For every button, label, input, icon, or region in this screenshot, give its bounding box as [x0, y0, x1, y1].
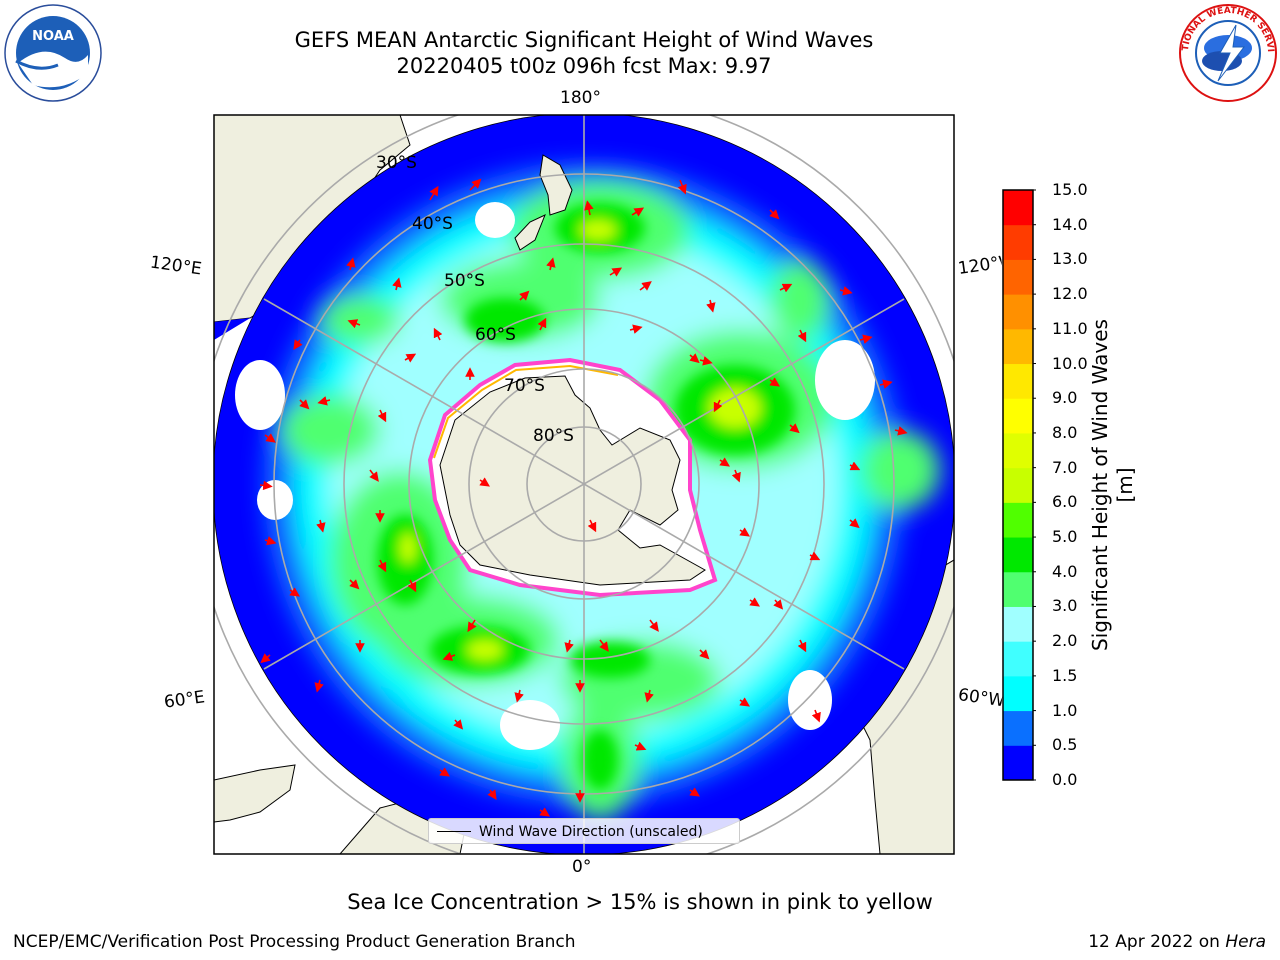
new-zealand-land [514, 154, 573, 251]
colorbar-label: Significant Height of Wind Waves [m] [1088, 319, 1137, 651]
colorbar-tick-label: 4.0 [1052, 561, 1078, 581]
colorbar-tick-label: 11.0 [1052, 318, 1088, 338]
colorbar-segment [1003, 259, 1033, 295]
colorbar-segment [1003, 745, 1033, 781]
colorbar-segment [1003, 432, 1033, 469]
colorbar-segment [1003, 398, 1033, 434]
map-legend: Wind Wave Direction (unscaled) [428, 818, 740, 844]
colorbar-tick-label: 5.0 [1052, 527, 1078, 547]
footer-date: 12 Apr 2022 on Hera [1088, 932, 1266, 952]
colorbar-segment [1003, 537, 1033, 573]
colorbar-tick-label: 14.0 [1052, 214, 1088, 234]
colorbar-tick-label: 0.0 [1052, 770, 1078, 789]
colorbar-tick-label: 1.0 [1052, 700, 1078, 720]
lat-label-30: 30°S [376, 153, 417, 173]
graticule [214, 115, 954, 854]
colorbar [1002, 189, 1036, 781]
colorbar-tick-label: 15.0 [1052, 180, 1088, 199]
footer-date-text: 12 Apr 2022 on [1088, 932, 1226, 952]
colorbar-tick-label: 0.5 [1052, 735, 1078, 755]
map-subtitle: 20220405 t00z 096h fcst Max: 9.97 [396, 54, 772, 78]
lat-label-70: 70°S [504, 376, 545, 396]
colorbar-segment [1003, 606, 1033, 642]
colorbar-tick-label: 6.0 [1052, 492, 1078, 512]
colorbar-tick-label: 10.0 [1052, 353, 1088, 373]
map-title: GEFS MEAN Antarctic Significant Height o… [294, 28, 874, 52]
colorbar-tick-label: 7.0 [1052, 457, 1078, 477]
lat-label-60: 60°S [475, 325, 516, 345]
colorbar-tick-label: 8.0 [1052, 422, 1078, 442]
lon-label-0: 0° [572, 857, 592, 877]
colorbar-tick-label: 2.0 [1052, 631, 1078, 651]
colorbar-tick-label: 12.0 [1052, 284, 1088, 304]
footer-host: Hera [1225, 932, 1266, 952]
africa-land [214, 764, 296, 823]
colorbar-segment [1003, 502, 1033, 538]
noaa-logo-text: NOAA [32, 29, 74, 44]
colorbar-segment [1003, 641, 1033, 677]
colorbar-segment [1003, 328, 1033, 365]
colorbar-segment [1003, 675, 1033, 712]
colorbar-segment [1003, 190, 1033, 226]
colorbar-segment [1003, 467, 1033, 503]
lat-label-40: 40°S [412, 214, 453, 234]
sea-ice-note: Sea Ice Concentration > 15% is shown in … [347, 890, 933, 914]
colorbar-segment [1003, 294, 1033, 330]
noaa-logo-icon: NOAA [4, 4, 102, 102]
colorbar-tick-label: 9.0 [1052, 388, 1078, 408]
legend-line-icon [437, 831, 471, 832]
colorbar-segment [1003, 224, 1033, 260]
lat-label-80: 80°S [533, 426, 574, 446]
colorbar-segment [1003, 363, 1033, 399]
lon-label-180: 180° [560, 88, 601, 108]
lat-label-50: 50°S [444, 271, 485, 291]
antarctica-land [439, 375, 706, 586]
nws-logo-icon: NATIONAL WEATHER SERVICE [1178, 3, 1277, 102]
colorbar-tick-label: 3.0 [1052, 596, 1078, 616]
colorbar-segment [1003, 571, 1033, 607]
latitude-labels: 30°S 40°S 50°S 60°S 70°S 80°S [376, 153, 574, 446]
legend-label: Wind Wave Direction (unscaled) [479, 824, 703, 840]
colorbar-tick-label: 1.5 [1052, 665, 1078, 685]
colorbar-segment [1003, 710, 1033, 746]
wave-direction-arrows [259, 178, 908, 817]
colorbar-tick-label: 13.0 [1052, 249, 1088, 269]
footer-branch: NCEP/EMC/Verification Post Processing Pr… [13, 932, 576, 952]
